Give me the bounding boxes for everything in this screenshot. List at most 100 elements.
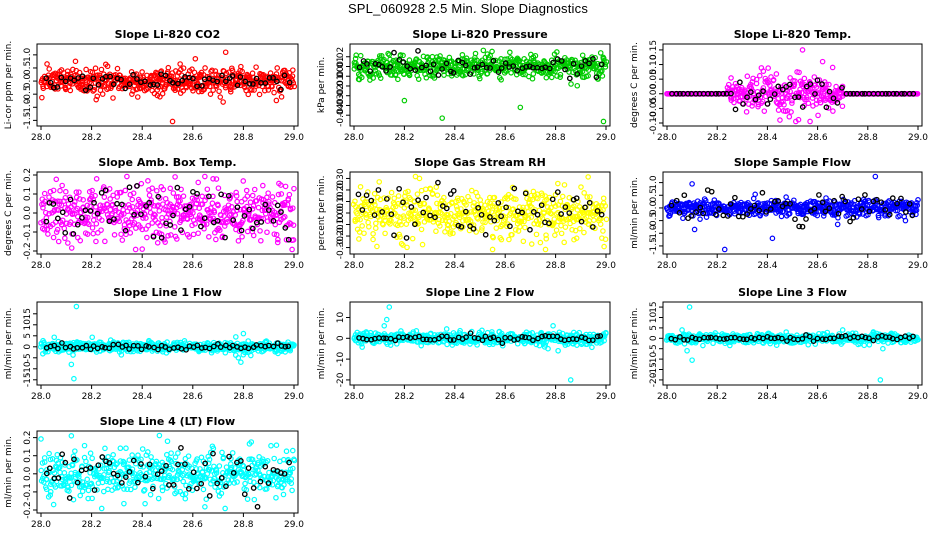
reference-point [855, 196, 862, 203]
y-tick-label: 0.0 [649, 201, 659, 216]
reference-point [490, 57, 497, 64]
series-point [99, 91, 106, 97]
series-point [258, 237, 264, 244]
y-axis-label: ml/min per min. [317, 308, 327, 380]
outlier-point [567, 377, 574, 383]
reference-point [79, 214, 85, 221]
series-point [94, 93, 101, 100]
reference-point [799, 223, 806, 230]
reference-point [430, 61, 437, 68]
outlier-point [139, 246, 146, 252]
series-point [749, 103, 755, 109]
series-point [581, 229, 587, 236]
series-point [97, 87, 104, 94]
series-point [489, 48, 495, 55]
y-axis-label: ml/min per min. [630, 177, 640, 249]
series-point [287, 347, 294, 354]
reference-point [792, 216, 798, 223]
reference-point [415, 197, 421, 203]
series-point [518, 218, 525, 225]
series-point [482, 202, 488, 209]
reference-point [111, 216, 117, 222]
reference-point [178, 227, 184, 233]
series-point [507, 49, 513, 56]
reference-point [685, 90, 691, 97]
series-point [206, 209, 212, 216]
reference-point [562, 204, 569, 210]
reference-point [246, 80, 253, 87]
reference-point [747, 89, 754, 95]
series-point [89, 225, 96, 231]
series-point [209, 67, 215, 74]
reference-point [379, 63, 386, 70]
series-point [567, 215, 574, 222]
reference-point [826, 88, 833, 95]
reference-point [831, 197, 837, 204]
series-point [217, 227, 223, 233]
reference-point [432, 214, 438, 221]
outlier-point [386, 51, 393, 58]
reference-point [490, 334, 497, 341]
series-point [221, 213, 227, 219]
reference-point [62, 78, 69, 85]
series-point [602, 236, 609, 243]
reference-point [724, 213, 731, 219]
x-tick-label: 28.4 [445, 133, 465, 143]
series-point [805, 100, 812, 107]
reference-point [138, 346, 145, 353]
series-point [208, 209, 214, 216]
reference-point [415, 47, 421, 54]
series-point [528, 241, 535, 247]
series-point [80, 197, 87, 203]
series-point [475, 216, 481, 222]
series-point [561, 182, 568, 188]
series-point [274, 239, 281, 246]
series-point [174, 236, 180, 242]
panel-title: Slope Line 2 Flow [426, 286, 535, 299]
plot-frame [349, 301, 611, 386]
outlier-point [73, 303, 80, 310]
series-point [278, 191, 285, 197]
series-point [773, 71, 780, 77]
reference-point [98, 189, 105, 196]
x-tick-label: 28.4 [132, 261, 152, 271]
series-point [76, 69, 83, 76]
reference-point [43, 218, 50, 225]
reference-point [368, 336, 375, 343]
series-point [221, 223, 228, 229]
reference-point [372, 60, 379, 67]
reference-point [134, 183, 140, 189]
reference-point [87, 346, 94, 353]
series-point [405, 188, 411, 195]
y-tick-label: 0.1 [23, 187, 33, 201]
y-tick-label: -20 [649, 372, 659, 387]
series-point [290, 343, 297, 349]
series-point [215, 185, 222, 191]
reference-point [408, 204, 415, 210]
x-tick-label: 28.6 [808, 261, 828, 271]
series-point [202, 173, 208, 180]
reference-point [154, 82, 161, 88]
reference-point [467, 330, 474, 337]
reference-point [487, 335, 494, 342]
series-point [283, 236, 290, 243]
panel-title: Slope Line 3 Flow [738, 286, 847, 299]
reference-point [102, 187, 109, 194]
outlier-point [192, 55, 199, 62]
series-point [875, 212, 882, 219]
series-point [215, 72, 222, 79]
x-tick-label: 28.8 [858, 133, 878, 143]
series-point [188, 85, 195, 91]
reference-point [91, 199, 97, 206]
reference-point [740, 213, 746, 220]
reference-point [811, 205, 818, 212]
series-point [448, 210, 454, 217]
outlier-point [439, 115, 446, 121]
series-point [116, 218, 123, 225]
reference-point [253, 75, 260, 82]
series-point [268, 83, 275, 89]
series-point [397, 234, 403, 240]
reference-point [286, 79, 293, 86]
series-point [400, 52, 406, 59]
